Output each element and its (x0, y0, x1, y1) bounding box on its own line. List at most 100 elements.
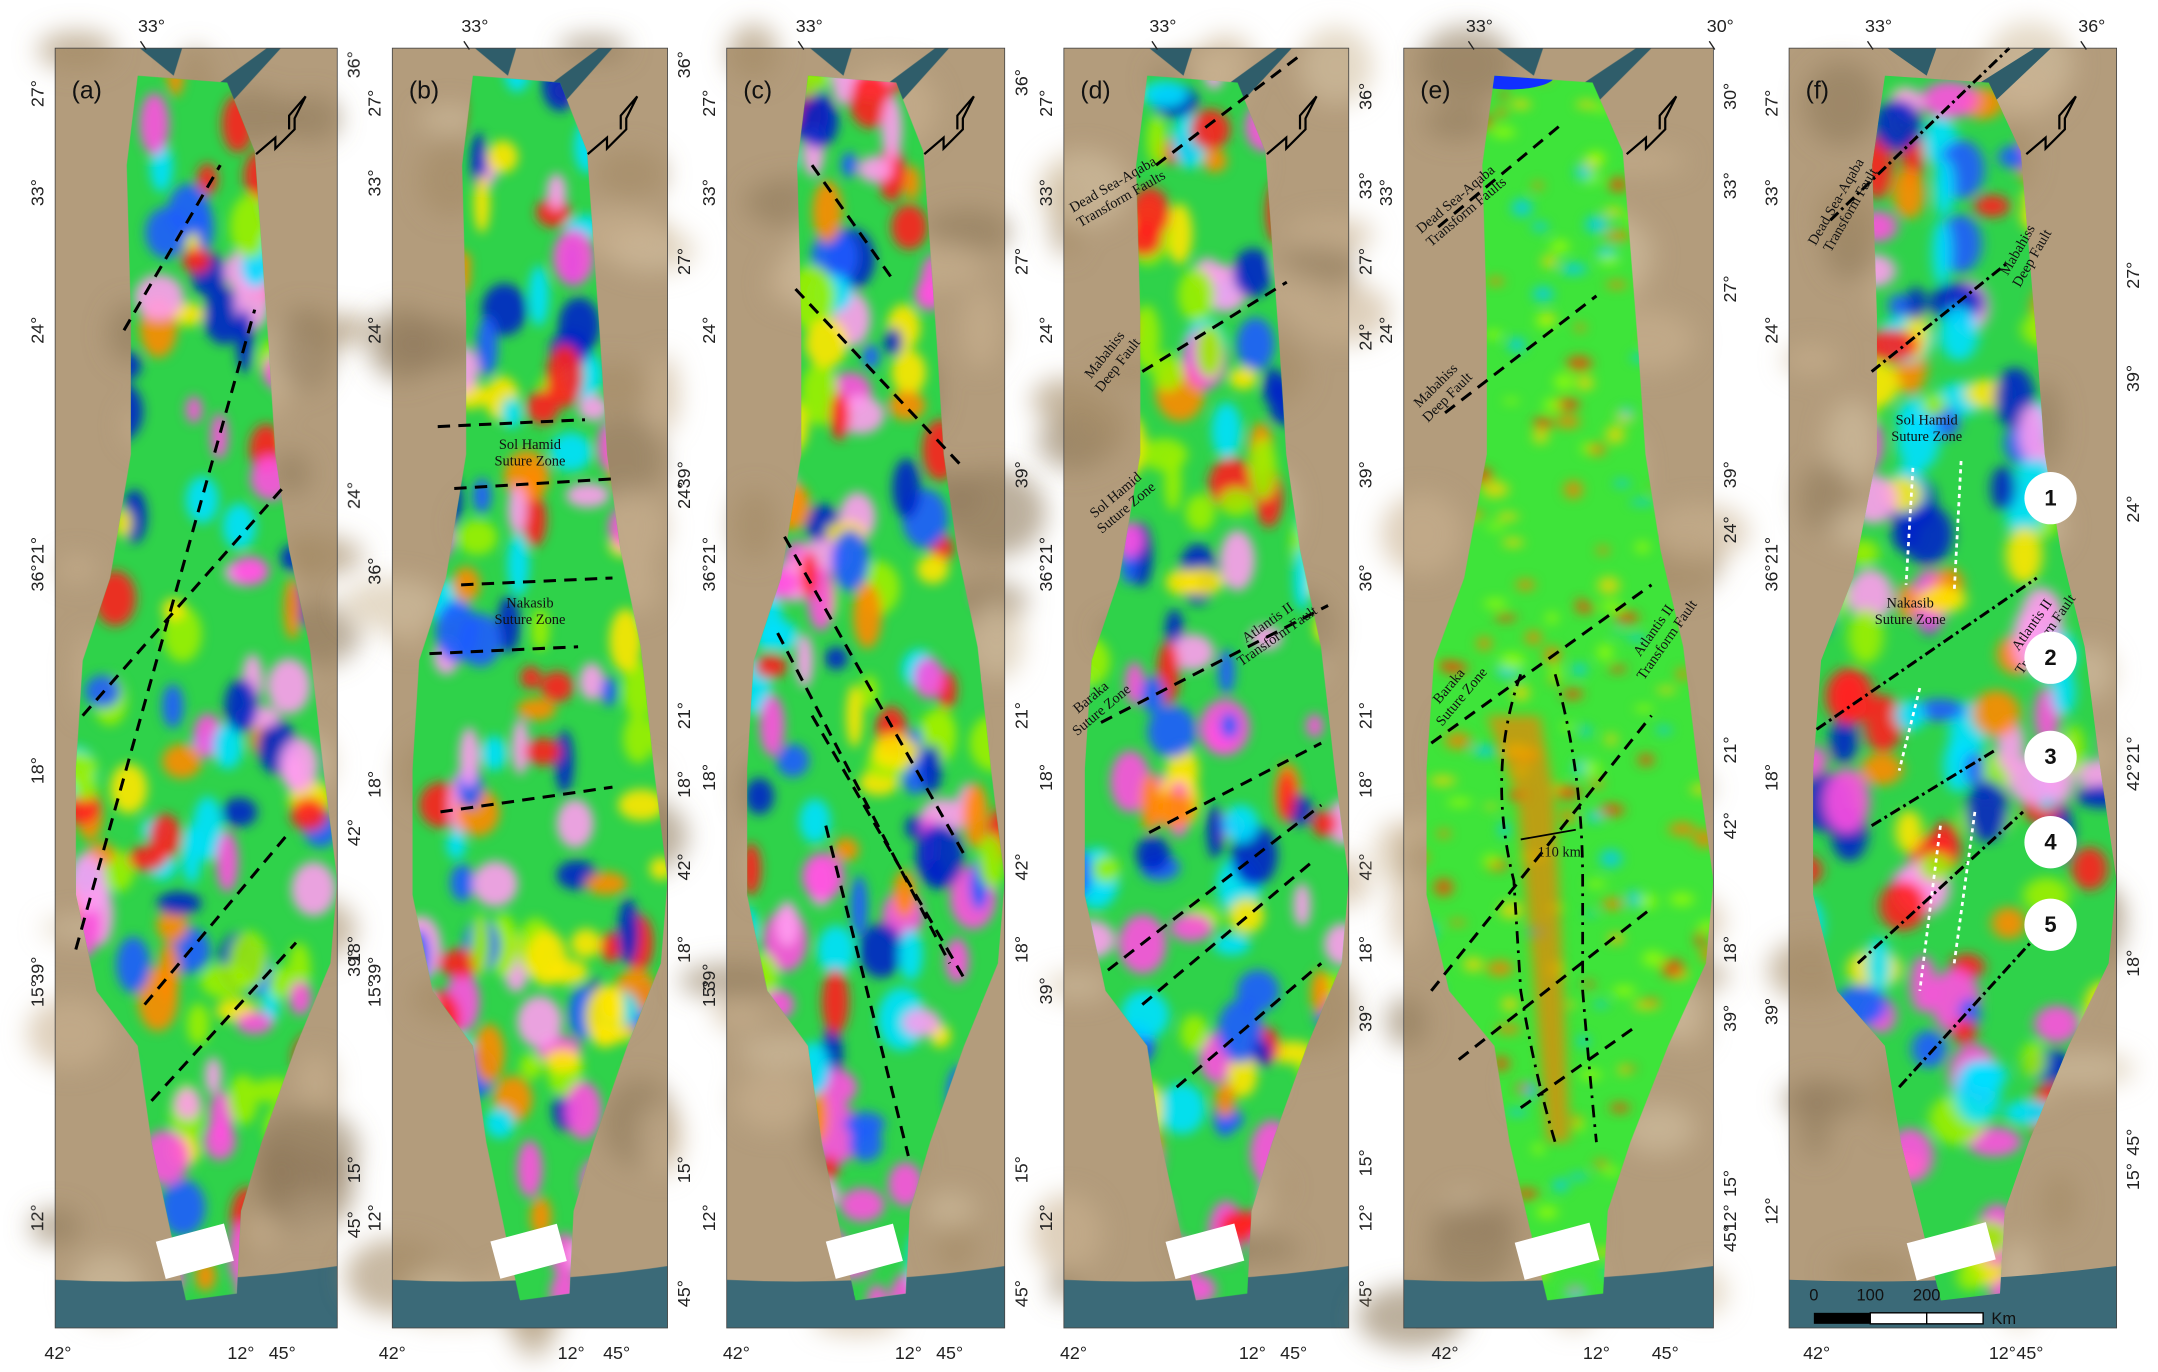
terrain (297, 1053, 335, 1110)
right-tick-label: 18° (674, 936, 694, 963)
anomaly (881, 96, 902, 161)
left-tick-label: 12° (27, 1204, 47, 1231)
scale-bar-label: 100 (1857, 1287, 1885, 1305)
anomaly (481, 736, 507, 771)
bottom-tick-label: 12° (1583, 1343, 1610, 1363)
anomaly (1602, 898, 1622, 911)
anomaly (1486, 523, 1504, 530)
panel-label: (c) (743, 78, 772, 105)
terrain (648, 355, 679, 433)
anomaly (859, 923, 903, 977)
left-tick-label: 36° (1761, 564, 1781, 591)
anomaly (1578, 1035, 1589, 1047)
anomaly (1613, 985, 1636, 996)
left-tick-label: 12° (1761, 1197, 1781, 1224)
annotation-text: Nakasib (506, 595, 553, 611)
right-tick-label: 24° (2123, 496, 2143, 523)
anomaly (1532, 222, 1548, 232)
left-tick-label: 33° (1761, 179, 1781, 206)
anomaly (1643, 951, 1664, 967)
anomaly (473, 1024, 504, 1083)
anomaly (1581, 724, 1591, 737)
anomaly (745, 778, 774, 814)
anomaly (1533, 286, 1554, 302)
bottom-tick-label: 12° (1989, 1343, 2016, 1363)
anomaly (1560, 263, 1587, 275)
bottom-tick-label: 12° (227, 1343, 254, 1363)
bottom-tick-label: 12° (558, 1343, 585, 1363)
anomaly (1562, 723, 1574, 730)
anomaly (1213, 933, 1250, 955)
anomaly (1934, 158, 1954, 217)
anomaly (1207, 805, 1224, 859)
right-tick-label: 15° (674, 1156, 694, 1183)
right-tick-label: 27° (674, 248, 694, 275)
anomaly (833, 838, 858, 862)
left-tick-label: 24° (1761, 317, 1781, 344)
left-tick-label: 24° (365, 317, 385, 344)
left-tick-label: 18° (699, 764, 719, 791)
anomaly (541, 671, 574, 702)
anomaly (1254, 1040, 1271, 1067)
anomaly (891, 204, 927, 249)
anomaly (544, 1049, 581, 1072)
anomaly (796, 634, 813, 687)
anomaly (1565, 1001, 1575, 1008)
bottom-tick-label: 45° (603, 1343, 630, 1363)
anomaly (1966, 780, 2008, 842)
anomaly (571, 929, 601, 958)
anomaly (182, 248, 211, 274)
anomaly (2071, 847, 2108, 890)
anomaly (232, 556, 269, 585)
left-tick-label: 24° (1036, 317, 1056, 344)
right-tick-label: 39° (1355, 461, 1375, 488)
terrain (1782, 1081, 1869, 1117)
anomaly (1551, 239, 1570, 253)
anomaly (1484, 598, 1506, 608)
left-tick-label: 21° (1761, 537, 1781, 564)
anomaly (1638, 753, 1654, 766)
anomaly (1236, 317, 1274, 370)
anomaly (822, 969, 849, 1035)
right-tick-label: 39° (344, 950, 364, 977)
anomaly (1895, 810, 1922, 853)
anomaly (1233, 248, 1272, 297)
annotation: Sol HamidSuture Zone (1891, 412, 1962, 445)
left-tick-label: 21° (27, 537, 47, 564)
anomaly (1533, 417, 1552, 430)
anomaly (1506, 1109, 1528, 1116)
left-tick-label: 36° (1036, 564, 1056, 591)
anomaly (1500, 653, 1525, 672)
anomaly (566, 483, 610, 508)
anomaly (1627, 889, 1640, 908)
left-tick-label: 12° (365, 1204, 385, 1231)
annotation-text: Sol Hamid (1896, 412, 1959, 428)
anomaly (157, 891, 202, 915)
anomaly (1190, 109, 1230, 150)
anomaly (892, 458, 920, 518)
anomaly (1504, 398, 1519, 404)
anomaly (1434, 878, 1453, 897)
anomaly (1499, 91, 1508, 99)
anomaly (229, 931, 268, 990)
anomaly (1940, 306, 1979, 361)
anomaly (1485, 803, 1497, 809)
right-tick-label: 36° (1355, 564, 1375, 591)
anomaly (1554, 373, 1573, 390)
annotation: Sol HamidSuture Zone (494, 437, 565, 470)
anomaly (2022, 1041, 2047, 1078)
anomaly (289, 981, 311, 1015)
anomaly (917, 555, 949, 584)
right-tick-label: 27° (2123, 262, 2143, 289)
page: {"panels": [ {"label": "(a)", "top_ticks… (0, 0, 2158, 1372)
right-tick-label: 39° (1720, 461, 1740, 488)
anomaly (507, 533, 529, 596)
left-tick-label: 24° (1376, 317, 1396, 344)
anomaly (1159, 1083, 1205, 1134)
terrain (1424, 106, 1490, 140)
anomaly (760, 695, 785, 756)
anomaly (548, 959, 588, 984)
bottom-tick-label: 45° (2016, 1343, 2043, 1363)
anomaly (921, 745, 941, 794)
anomaly (1508, 337, 1525, 353)
